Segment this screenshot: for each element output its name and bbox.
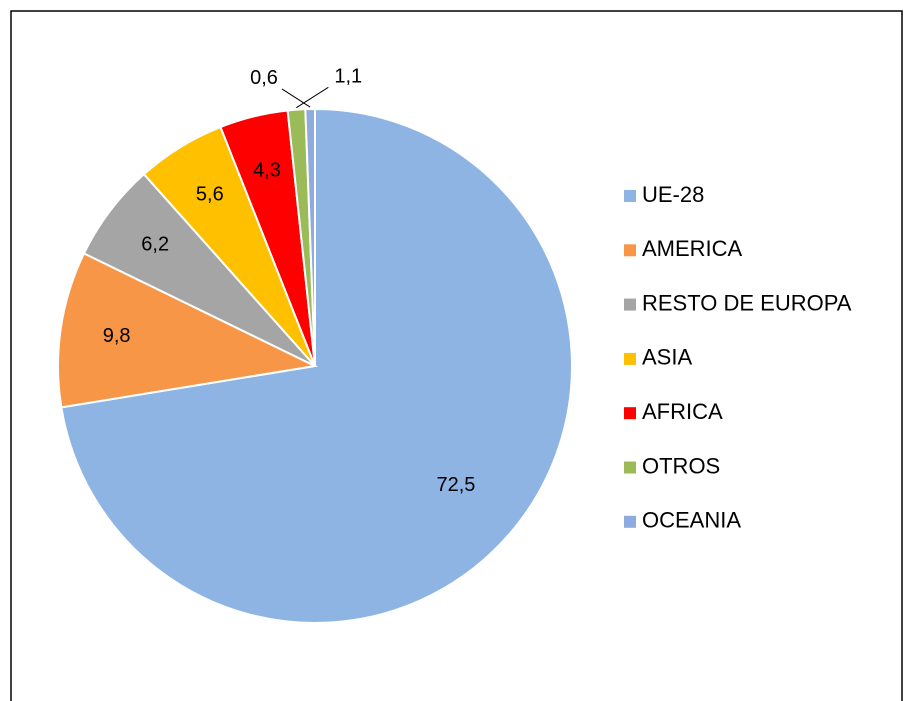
data-label: 5,6 bbox=[196, 184, 224, 206]
pie-slice bbox=[57, 252, 319, 409]
pie-slice bbox=[304, 107, 316, 367]
legend-swatch bbox=[624, 352, 636, 365]
leader-line bbox=[281, 88, 311, 108]
legend-swatch bbox=[624, 461, 636, 474]
legend-swatch bbox=[624, 407, 636, 420]
legend-swatch bbox=[624, 298, 636, 311]
legend-swatch bbox=[624, 515, 636, 528]
legend-label: AFRICA bbox=[642, 399, 723, 424]
legend-label: ASIA bbox=[642, 345, 692, 370]
leader-line bbox=[296, 86, 329, 109]
legend-swatch bbox=[624, 190, 636, 202]
data-label: 6,2 bbox=[141, 233, 169, 255]
data-label: 4,3 bbox=[253, 160, 281, 182]
data-label: 9,8 bbox=[103, 325, 131, 347]
data-label: 0,6 bbox=[250, 67, 278, 89]
legend-label: AMERICA bbox=[642, 236, 743, 261]
legend-label: OCEANIA bbox=[642, 508, 741, 533]
legend-swatch bbox=[624, 244, 636, 257]
legend-label: UE-28 bbox=[642, 182, 704, 207]
data-label: 1,1 bbox=[334, 66, 362, 88]
chart-border bbox=[10, 10, 903, 701]
data-label: 72,5 bbox=[437, 474, 476, 496]
legend-label: RESTO DE EUROPA bbox=[642, 290, 852, 315]
legend-label: OTROS bbox=[642, 453, 720, 478]
